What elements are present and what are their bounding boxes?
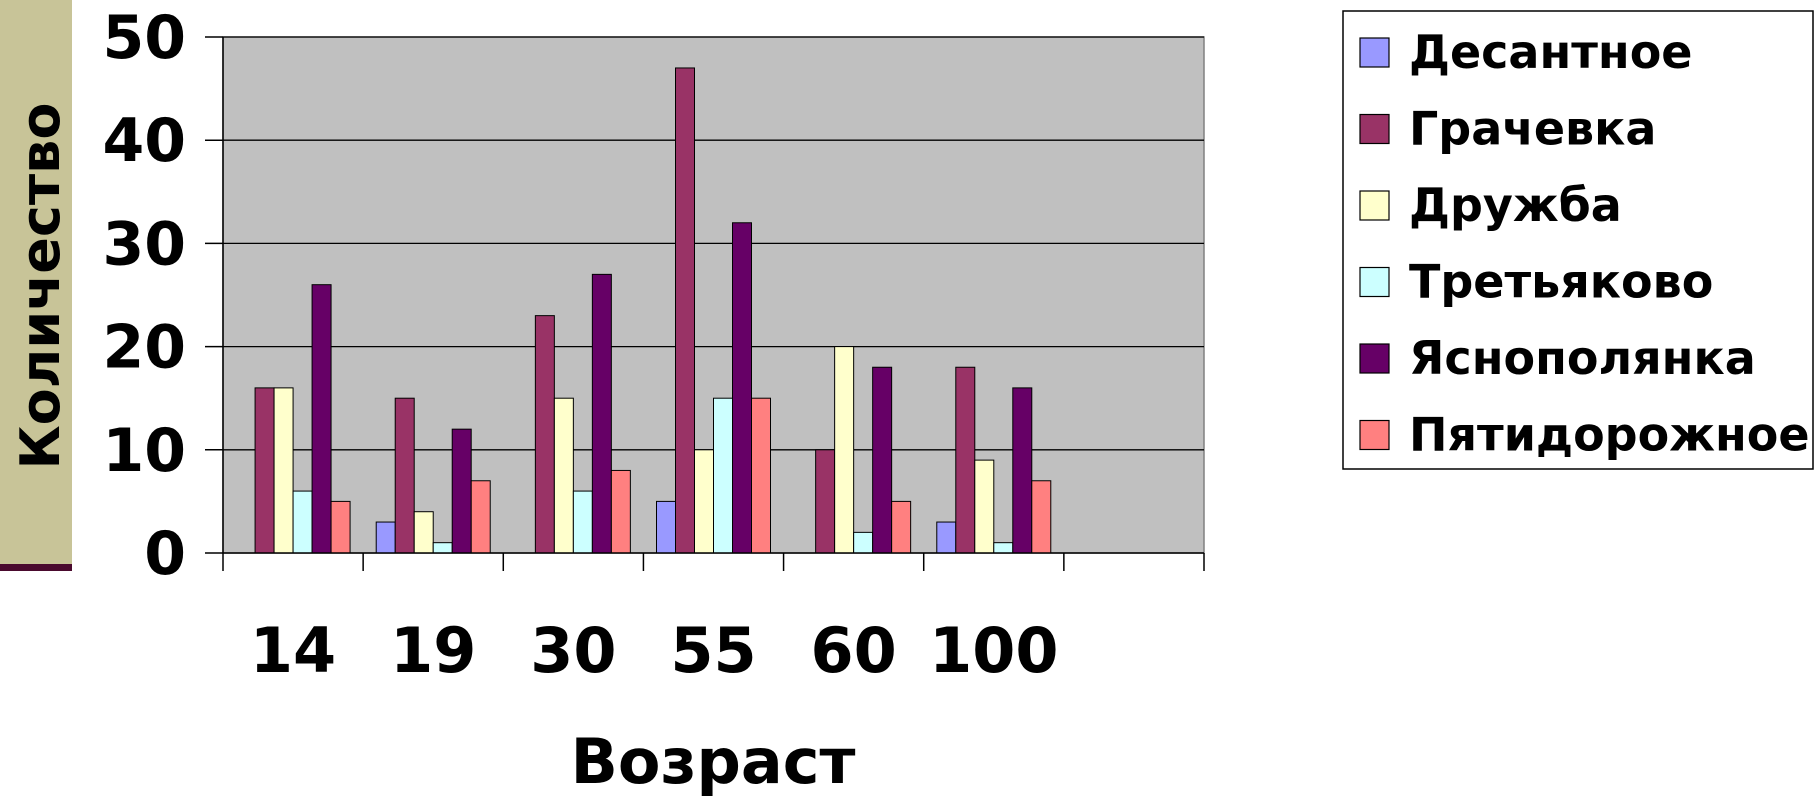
y-tick-label: 20 bbox=[103, 313, 187, 383]
bar-6-2 bbox=[470, 480, 491, 554]
bar-5-2 bbox=[451, 428, 472, 554]
bar-2-6 bbox=[955, 366, 976, 554]
bar-4-5 bbox=[853, 531, 874, 554]
bar-6-4 bbox=[751, 397, 771, 554]
bar-6-3 bbox=[610, 469, 631, 554]
bar-2-1 bbox=[254, 387, 275, 554]
legend: Десантное Грачевка Дружба Третьяково Яснопол… bbox=[1342, 10, 1814, 470]
legend-label: Десантное bbox=[1409, 25, 1693, 79]
bar-5-4 bbox=[732, 222, 752, 554]
x-tick-label: 30 bbox=[530, 614, 616, 687]
x-axis-title: Возраст bbox=[571, 725, 856, 796]
bar-4-2 bbox=[432, 542, 453, 554]
bar-3-6 bbox=[974, 459, 995, 554]
bar-5-5 bbox=[872, 366, 893, 554]
bar-3-2 bbox=[413, 511, 434, 554]
bar-1-4 bbox=[656, 500, 676, 554]
bar-3-3 bbox=[553, 397, 574, 554]
bar-3-4 bbox=[694, 449, 714, 554]
bar-5-1 bbox=[311, 284, 332, 554]
axes bbox=[205, 36, 1205, 571]
x-tick-label: 19 bbox=[390, 614, 476, 687]
y-tick-label: 30 bbox=[103, 209, 187, 279]
bar-4-3 bbox=[572, 490, 593, 554]
bar-3-5 bbox=[834, 346, 855, 554]
x-tick-label: 100 bbox=[929, 614, 1058, 687]
legend-swatch bbox=[1359, 190, 1390, 221]
legend-label: Пятидорожное bbox=[1409, 408, 1810, 462]
legend-swatch bbox=[1359, 343, 1390, 374]
bar-2-2 bbox=[394, 397, 415, 554]
legend-label: Дружба bbox=[1409, 178, 1622, 232]
bar-4-6 bbox=[993, 542, 1014, 554]
y-tick-label: 0 bbox=[144, 519, 186, 589]
bar-2-5 bbox=[815, 449, 836, 554]
bar-6-5 bbox=[891, 500, 912, 554]
bar-4-1 bbox=[292, 490, 313, 554]
side-tab-accent bbox=[0, 564, 72, 571]
legend-label: Третьяково bbox=[1409, 255, 1713, 309]
bar-1-6 bbox=[936, 521, 957, 554]
legend-box bbox=[1342, 10, 1814, 470]
y-tick-labels: 0 10 20 30 40 50 bbox=[103, 3, 187, 589]
bar-2-4 bbox=[675, 67, 695, 554]
x-tick-label: 55 bbox=[670, 614, 756, 687]
grid-lines bbox=[223, 36, 1204, 451]
x-tick-label: 60 bbox=[811, 614, 897, 687]
y-tick-label: 50 bbox=[103, 3, 187, 73]
legend-swatch bbox=[1359, 419, 1390, 451]
y-axis-title: Количество bbox=[9, 103, 72, 470]
bar-1-2 bbox=[375, 521, 396, 554]
legend-swatch bbox=[1359, 113, 1390, 145]
legend-swatch bbox=[1359, 37, 1390, 68]
bar-3-1 bbox=[273, 387, 294, 554]
bar-5-6 bbox=[1012, 387, 1033, 554]
bar-2-3 bbox=[534, 315, 555, 554]
x-tick-label: 14 bbox=[250, 614, 336, 687]
legend-label: Грачевка bbox=[1409, 102, 1656, 156]
legend-label: Яснополянка bbox=[1409, 331, 1756, 385]
side-tab bbox=[0, 0, 72, 564]
y-tick-label: 10 bbox=[103, 416, 187, 486]
bar-4-4 bbox=[713, 397, 733, 554]
bar-6-1 bbox=[330, 500, 351, 554]
legend-swatch bbox=[1359, 266, 1390, 298]
bar-5-3 bbox=[591, 273, 612, 554]
y-tick-label: 40 bbox=[103, 106, 187, 176]
bars bbox=[254, 67, 1052, 554]
x-tick-labels: 14 19 30 55 60 100 bbox=[250, 614, 1059, 687]
bar-6-6 bbox=[1031, 480, 1052, 554]
